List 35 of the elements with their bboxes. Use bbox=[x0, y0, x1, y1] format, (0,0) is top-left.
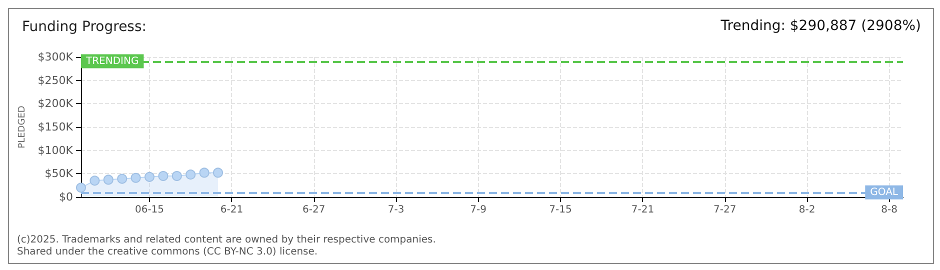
point bbox=[130, 172, 141, 183]
y-tick-label: $300K bbox=[38, 50, 74, 64]
point bbox=[103, 174, 114, 185]
point bbox=[117, 174, 128, 184]
y-tick-label: $100K bbox=[38, 144, 74, 157]
y-axis-title: PLEDGED bbox=[17, 106, 28, 148]
x-tick-label: 6-21 bbox=[220, 204, 244, 216]
text: Trending: $290,887 (2908%) bbox=[720, 18, 922, 34]
point bbox=[76, 182, 86, 193]
x-tick-label: 8-8 bbox=[881, 204, 898, 216]
y-tick-label: $200K bbox=[38, 97, 74, 110]
chart-title: Funding Progress: bbox=[22, 19, 146, 35]
x-tick-label: 7-21 bbox=[631, 204, 654, 216]
x-tick-label: 7-27 bbox=[714, 204, 736, 216]
point bbox=[186, 170, 196, 180]
text: Shared under the creative commons (CC BY-NC 3.0) license. bbox=[17, 246, 318, 258]
y-tick-label: $250K bbox=[38, 74, 74, 87]
point bbox=[144, 172, 154, 182]
y-tick-label: $0 bbox=[59, 190, 73, 204]
x-tick-label: 06-15 bbox=[134, 204, 164, 216]
point bbox=[172, 171, 182, 181]
y-tick-label: $150K bbox=[38, 120, 74, 134]
x-tick-label: 6-27 bbox=[302, 204, 326, 216]
ref-line-label: TRENDING bbox=[85, 56, 139, 67]
x-tick-label: 7-3 bbox=[388, 204, 404, 216]
point bbox=[213, 168, 223, 178]
point bbox=[158, 171, 168, 181]
x-tick-label: 8-2 bbox=[798, 204, 816, 216]
point bbox=[90, 176, 100, 186]
point bbox=[199, 168, 210, 178]
x-tick-label: 7-15 bbox=[549, 204, 572, 216]
y-tick-label: $50K bbox=[44, 167, 74, 180]
ref-line-label: GOAL bbox=[870, 186, 898, 198]
text: (c)2025. Trademarks and related content are owned by their respective companies. bbox=[17, 234, 436, 246]
x-tick-label: 7-9 bbox=[470, 204, 486, 216]
